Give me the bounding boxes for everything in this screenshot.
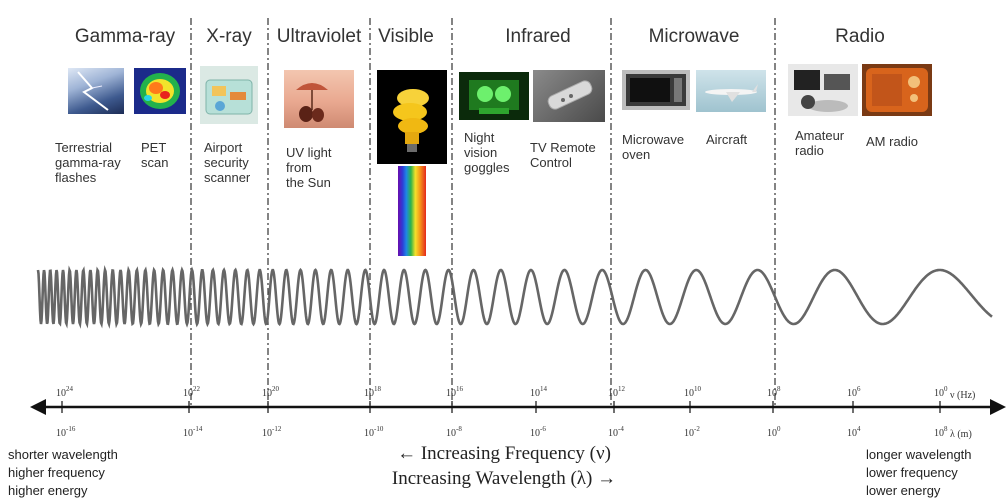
axis-ticks: 1024 10-16 1022 10-14 1020 10-12 1018 10-10 1016… — [56, 385, 948, 439]
wavelength-unit-label: λ (m) — [950, 429, 972, 440]
pet-scan-photo-icon — [134, 68, 186, 114]
aircraft-photo-icon — [696, 70, 766, 112]
caption-amateur-radio: Amateur radio — [795, 128, 845, 158]
wavelength-tick-label: 10-10 — [364, 425, 384, 439]
caption-uv-sun: UV light from the Sun — [286, 145, 332, 190]
left-note: shorter wavelength higher frequency high… — [8, 447, 118, 498]
caption-pet-scan: PET scan — [141, 140, 169, 170]
frequency-tick-label: 1018 — [364, 385, 382, 399]
microwave-oven-photo-icon — [622, 70, 690, 110]
frequency-tick-label: 100 — [934, 385, 948, 399]
caption-microwave-oven: Microwave oven — [622, 132, 685, 162]
spectrum-axis — [30, 399, 1006, 415]
caption-am-radio: AM radio — [866, 134, 919, 149]
lightning-photo-icon — [68, 68, 124, 114]
right-note: longer wavelength lower frequency lower … — [866, 447, 972, 498]
wavelength-tick-label: 10-14 — [183, 425, 203, 439]
axis-arrow-left — [30, 399, 46, 415]
frequency-tick-label: 108 — [767, 385, 781, 399]
region-title-uv: Ultraviolet — [276, 26, 362, 47]
light-bulb-photo-icon — [377, 70, 447, 164]
am-radio-photo-icon — [862, 64, 932, 116]
frequency-tick-label: 1022 — [183, 385, 201, 399]
region-title-xray: X-ray — [206, 26, 252, 47]
caption-terrestrial-gamma: Terrestrial gamma-ray flashes — [55, 140, 121, 185]
region-title-visible: Visible — [378, 26, 434, 47]
remote-control-photo-icon — [533, 70, 605, 122]
region-title-gamma: Gamma-ray — [74, 26, 176, 47]
increasing-frequency-label: ← Increasing Frequency (ν) — [397, 443, 611, 464]
rainbow-spectrum-icon — [398, 166, 426, 256]
wavelength-tick-label: 10-6 — [530, 425, 546, 439]
frequency-tick-label: 1024 — [56, 385, 74, 399]
frequency-unit-label: ν (Hz) — [950, 390, 975, 401]
beach-sun-photo-icon — [284, 70, 354, 128]
xray-luggage-photo-icon — [200, 66, 258, 124]
wavelength-tick-label: 104 — [847, 425, 861, 439]
frequency-tick-label: 1016 — [446, 385, 464, 399]
wavelength-tick-label: 10-2 — [684, 425, 700, 439]
wavelength-tick-label: 10-8 — [446, 425, 462, 439]
frequency-tick-label: 1014 — [530, 385, 548, 399]
increasing-wavelength-label: Increasing Wavelength (λ) → — [391, 468, 617, 489]
region-title-infrared: Infrared — [505, 26, 571, 47]
em-wave — [36, 265, 993, 329]
caption-airport-scanner: Airport security scanner — [204, 140, 251, 185]
wavelength-tick-label: 10-12 — [262, 425, 282, 439]
caption-tv-remote: TV Remote Control — [530, 140, 596, 170]
caption-night-vision: Night vision goggles — [464, 130, 510, 175]
night-vision-photo-icon — [459, 72, 529, 120]
region-title-radio: Radio — [835, 26, 885, 47]
region-title-microwave: Microwave — [648, 26, 740, 47]
wavelength-tick-label: 10-16 — [56, 425, 76, 439]
axis-arrow-right — [990, 399, 1006, 415]
frequency-tick-label: 1012 — [608, 385, 626, 399]
wavelength-tick-label: 108 — [934, 425, 948, 439]
frequency-tick-label: 1020 — [262, 385, 280, 399]
region-dividers — [190, 18, 776, 408]
wavelength-tick-label: 100 — [767, 425, 781, 439]
frequency-tick-label: 106 — [847, 385, 861, 399]
wavelength-tick-label: 10-4 — [608, 425, 624, 439]
frequency-tick-label: 1010 — [684, 385, 702, 399]
caption-aircraft: Aircraft — [706, 132, 748, 147]
amateur-radio-photo-icon — [788, 64, 858, 116]
